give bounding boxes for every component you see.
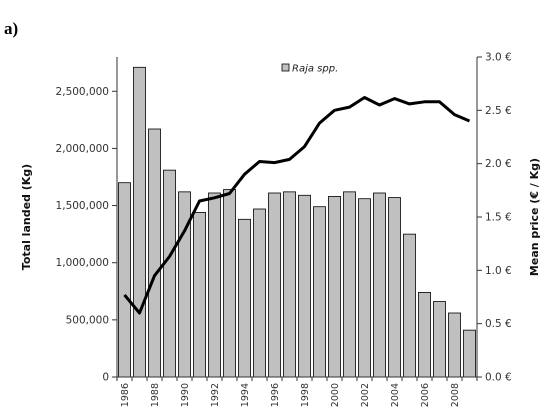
bar-1991 <box>193 212 206 378</box>
bar-1987 <box>133 66 146 378</box>
bar-2004 <box>388 197 401 378</box>
y2-axis-title: Mean price (€ / Kg) <box>528 158 541 276</box>
bar-1989 <box>163 169 176 378</box>
price-line-series <box>123 96 471 315</box>
x-tick-label: 1998 <box>300 383 311 407</box>
y-tick-label: 0 <box>102 372 109 384</box>
bar-2005 <box>403 233 416 378</box>
x-tick-label: 2004 <box>390 383 401 407</box>
bar-1997 <box>283 191 296 378</box>
bar-2001 <box>343 191 356 378</box>
bar-1999 <box>313 206 326 378</box>
bar-1986 <box>118 182 131 378</box>
y-axis-title: Total landed (Kg) <box>20 164 33 270</box>
y2-tick-label: 1.0 € <box>485 265 512 277</box>
bar-1996 <box>268 192 281 378</box>
bar-1994 <box>238 218 251 378</box>
y-tick-label: 2,000,000 <box>56 143 109 155</box>
y-tick-label: 2,500,000 <box>56 86 109 98</box>
bar-2002 <box>358 198 371 378</box>
x-tick-label: 2002 <box>360 383 371 407</box>
bar-1998 <box>298 194 311 378</box>
x-tick-label: 1996 <box>270 383 281 407</box>
x-tick-label: 1988 <box>150 383 161 407</box>
panel-label: a) <box>4 19 18 38</box>
y2-tick-label: 3.0 € <box>485 52 512 64</box>
y2-tick-label: 0.5 € <box>485 318 512 330</box>
y2-tick-label: 2.5 € <box>485 105 512 117</box>
bar-1992 <box>208 192 221 378</box>
bar-2000 <box>328 196 341 378</box>
x-tick-label: 2000 <box>330 383 341 407</box>
y-tick-label: 1,500,000 <box>56 200 109 212</box>
x-tick-label: 1990 <box>180 383 191 407</box>
price-line <box>123 96 471 315</box>
bar-2003 <box>373 192 386 378</box>
y2-tick-label: 0.0 € <box>485 372 512 384</box>
bar-2008 <box>448 312 461 378</box>
legend-label: Raja spp. <box>292 64 338 75</box>
x-tick-label: 1986 <box>120 383 131 407</box>
bar-2006 <box>418 292 431 378</box>
bar-series <box>118 66 476 378</box>
x-tick-label: 1992 <box>210 383 221 407</box>
bar-1995 <box>253 208 266 378</box>
y2-tick-label: 1.5 € <box>485 212 512 224</box>
x-tick-label: 2006 <box>420 383 431 407</box>
bar-2007 <box>433 301 446 378</box>
bar-2009 <box>463 329 476 378</box>
bar-1988 <box>148 128 161 378</box>
legend: Raja spp. <box>281 63 338 75</box>
y2-tick-label: 2.0 € <box>485 158 512 170</box>
y-tick-label: 1,000,000 <box>56 257 109 269</box>
axes: 0 500,000 1,000,000 1,500,000 2,000,000 2,500… <box>56 52 512 408</box>
legend-swatch <box>281 63 290 72</box>
y-tick-label: 500,000 <box>66 314 109 326</box>
bar-1993 <box>223 189 236 378</box>
x-tick-label: 1994 <box>240 383 251 407</box>
x-tick-label: 2008 <box>450 383 461 407</box>
